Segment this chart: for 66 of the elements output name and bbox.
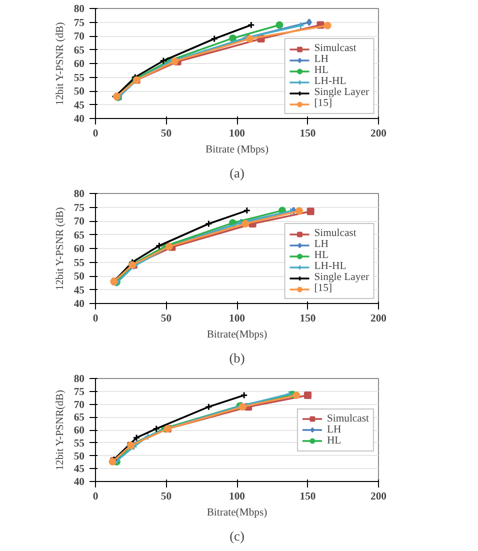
text: (c) bbox=[230, 528, 244, 544]
x-tick-label: 100 bbox=[229, 128, 245, 140]
x-tick-label: 100 bbox=[229, 492, 245, 502]
y-tick-label: 55 bbox=[74, 72, 84, 84]
y-tick-label: 65 bbox=[74, 45, 84, 56]
x-tick-label: 150 bbox=[300, 128, 316, 140]
y-tick-label: 75 bbox=[74, 386, 84, 398]
x-tick-label: 50 bbox=[160, 128, 172, 140]
legend-label: Single Layer bbox=[314, 272, 369, 283]
x-tick-label: 50 bbox=[160, 314, 172, 324]
x-tick-label: 150 bbox=[300, 314, 316, 324]
y-tick-label: 50 bbox=[74, 272, 84, 282]
legend-label: LH bbox=[314, 54, 330, 65]
x-axis-title: Bitrate(Mbps) bbox=[206, 330, 268, 340]
y-tick-label: 80 bbox=[74, 374, 84, 385]
y-tick-label: 55 bbox=[74, 438, 84, 450]
y-tick-label: 45 bbox=[74, 285, 84, 296]
y-tick-label: 45 bbox=[74, 464, 84, 476]
x-tick-label: 150 bbox=[300, 492, 316, 502]
y-tick-label: 60 bbox=[74, 244, 84, 255]
legend-label: HL bbox=[314, 250, 330, 261]
y-tick-label: 65 bbox=[74, 230, 84, 242]
y-tick-label: 60 bbox=[74, 426, 84, 436]
y-tick-label: 75 bbox=[74, 202, 84, 214]
y-tick-label: 65 bbox=[74, 412, 84, 424]
legend-label: Simulcast bbox=[314, 43, 356, 54]
y-tick-label: 70 bbox=[74, 216, 84, 228]
y-tick-label: 40 bbox=[74, 477, 84, 488]
y-tick-label: 70 bbox=[74, 32, 84, 42]
y-axis-title: 12bit Y-PSNR(dB) bbox=[54, 390, 66, 470]
x-axis-title: Bitrate(Mbps) bbox=[206, 508, 268, 518]
y-axis-title: 12bit Y-PSNR (dB) bbox=[54, 206, 66, 290]
y-tick-label: 40 bbox=[74, 114, 84, 125]
legend-label: LH-HL bbox=[314, 261, 346, 272]
y-tick-label: 45 bbox=[74, 100, 84, 112]
y-tick-label: 50 bbox=[74, 86, 84, 98]
y-tick-label: 55 bbox=[74, 258, 84, 269]
legend-label: LH bbox=[314, 239, 330, 250]
x-tick-label: 50 bbox=[160, 492, 172, 502]
legend-label: Simulcast bbox=[326, 413, 369, 424]
legend-label: Simulcast bbox=[314, 228, 356, 239]
y-tick-label: 40 bbox=[74, 299, 84, 310]
x-tick-label: 100 bbox=[229, 314, 245, 324]
x-tick-label: 200 bbox=[370, 314, 386, 324]
y-tick-label: 75 bbox=[74, 18, 84, 29]
legend-label: HL bbox=[314, 65, 330, 76]
legend-label: Single Layer bbox=[314, 87, 369, 98]
legend-label: LH-HL bbox=[314, 76, 346, 87]
text: (b) bbox=[229, 350, 245, 366]
y-tick-label: 70 bbox=[74, 400, 84, 411]
y-tick-label: 80 bbox=[74, 4, 84, 15]
y-tick-label: 60 bbox=[74, 59, 84, 70]
x-tick-label: 0 bbox=[92, 492, 98, 502]
legend-label: [15] bbox=[314, 283, 334, 294]
x-tick-label: 200 bbox=[370, 492, 386, 502]
x-axis-title: Bitrate (Mbps) bbox=[205, 144, 269, 156]
legend-label: [15] bbox=[314, 98, 334, 109]
legend-label: LH bbox=[326, 424, 342, 435]
x-tick-label: 0 bbox=[92, 128, 98, 140]
x-tick-label: 0 bbox=[92, 314, 98, 324]
y-axis-title: 12bit Y-PSNR (dB) bbox=[54, 22, 66, 106]
x-tick-label: 200 bbox=[370, 128, 386, 140]
legend-label: HL bbox=[326, 435, 342, 446]
y-tick-label: 80 bbox=[74, 189, 84, 200]
y-tick-label: 50 bbox=[74, 451, 84, 462]
text: (a) bbox=[230, 166, 244, 180]
